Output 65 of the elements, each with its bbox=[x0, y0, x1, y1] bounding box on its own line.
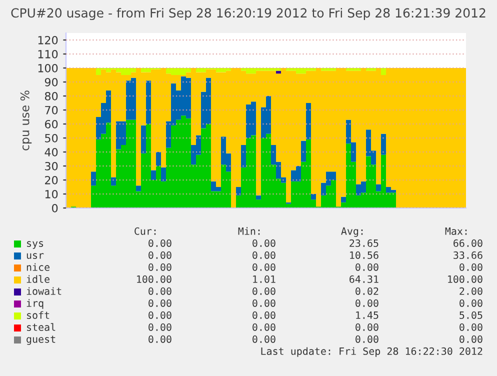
text: 0.00 bbox=[460, 323, 482, 331]
text: 0.00 bbox=[252, 263, 276, 271]
legend-label: idle bbox=[26, 275, 50, 283]
text: 0.02 bbox=[356, 287, 378, 295]
y-tick-label: 0 bbox=[52, 204, 58, 212]
text: 10.56 bbox=[350, 251, 378, 259]
text: 0.00 bbox=[460, 335, 482, 343]
y-tick-label: 80 bbox=[44, 92, 58, 100]
text: 0.00 bbox=[356, 299, 378, 307]
legend-label: steal bbox=[27, 323, 56, 331]
legend-label: soft bbox=[27, 311, 50, 319]
text: 100.00 bbox=[448, 275, 482, 283]
text: 2.00 bbox=[460, 287, 482, 295]
text: 0.00 bbox=[148, 239, 172, 247]
text: 66.00 bbox=[454, 239, 482, 247]
y-tick-label: 60 bbox=[45, 120, 58, 128]
text: 0.00 bbox=[460, 263, 482, 271]
text: 1.01 bbox=[253, 275, 276, 283]
text: Avg: bbox=[341, 227, 363, 237]
y-tick-label: 40 bbox=[44, 148, 58, 156]
y-tick-label: 30 bbox=[45, 162, 58, 170]
text: 0.00 bbox=[356, 323, 378, 331]
y-tick-label: 120 bbox=[38, 36, 58, 44]
legend-label: usr bbox=[26, 253, 44, 259]
text: 0.00 bbox=[252, 287, 276, 295]
legend-label: nice bbox=[26, 263, 50, 271]
y-tick-label: 90 bbox=[44, 78, 58, 86]
text: 0.00 bbox=[148, 299, 172, 307]
text: 0.00 bbox=[252, 299, 276, 307]
legend-label: irq bbox=[26, 299, 44, 309]
text: 1.45 bbox=[356, 311, 378, 319]
text: Last update: Fri Sep 28 16:22:30 2012 bbox=[261, 347, 482, 357]
text: 0.00 bbox=[148, 251, 172, 259]
y-tick-label: 50 bbox=[45, 134, 58, 142]
text: 0.00 bbox=[148, 335, 172, 343]
text: 0.00 bbox=[252, 251, 276, 259]
chart-title: CPU#20 usage - from Fri Sep 28 16:20:19 2012 to Fri Sep 28 16:21:39 2012 bbox=[11, 8, 486, 20]
text: 64.31 bbox=[350, 275, 378, 283]
text: 0.00 bbox=[148, 287, 172, 295]
text: 5.05 bbox=[460, 311, 482, 319]
text: 100.00 bbox=[137, 275, 172, 283]
text: 0.00 bbox=[252, 335, 276, 343]
y-axis-title: cpu use % bbox=[20, 90, 32, 150]
text: 0.00 bbox=[460, 299, 482, 307]
y-tick-label: 100 bbox=[38, 64, 58, 72]
text: 33.66 bbox=[454, 251, 482, 259]
text: 0.00 bbox=[148, 263, 172, 271]
y-tick-label: 70 bbox=[45, 106, 58, 114]
text: 0.00 bbox=[252, 311, 276, 319]
text: 0.00 bbox=[356, 335, 378, 343]
text: 23.65 bbox=[350, 239, 378, 247]
y-tick-label: 20 bbox=[45, 176, 58, 184]
legend-label: iowait bbox=[26, 287, 62, 295]
y-tick-label: 10 bbox=[45, 190, 58, 198]
text: Min: bbox=[238, 227, 260, 235]
text: 0.00 bbox=[356, 263, 378, 271]
text: Cur: bbox=[134, 227, 156, 235]
text: 0.00 bbox=[148, 323, 172, 331]
y-tick-label: 110 bbox=[38, 50, 58, 58]
legend-label: sys bbox=[27, 241, 44, 249]
text: Max: bbox=[445, 227, 467, 235]
legend-label: guest bbox=[26, 336, 56, 345]
text: 0.00 bbox=[252, 323, 276, 331]
text: 0.00 bbox=[148, 311, 172, 319]
text: 0.00 bbox=[252, 239, 276, 247]
